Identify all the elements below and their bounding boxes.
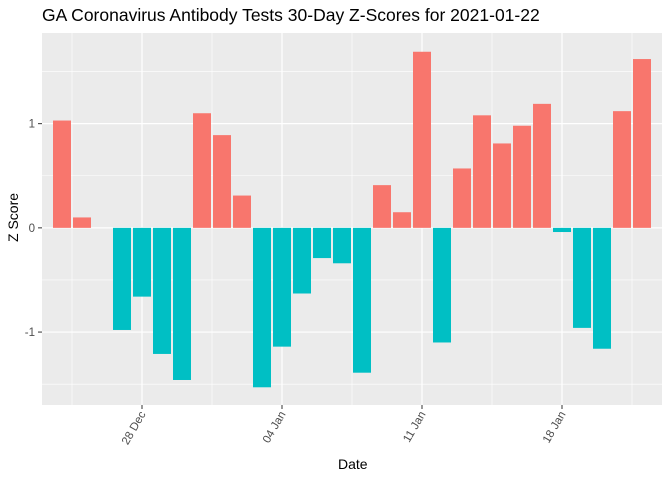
bar	[393, 212, 411, 228]
bar	[73, 217, 91, 228]
chart-title: GA Coronavirus Antibody Tests 30-Day Z-S…	[42, 5, 540, 25]
bar	[573, 227, 591, 328]
bar	[53, 120, 71, 228]
x-tick-label: 28 Dec	[120, 409, 149, 447]
bar	[553, 227, 571, 233]
x-axis-title: Date	[338, 456, 368, 472]
x-tick-label: 04 Jan	[261, 410, 289, 446]
y-tick-label: 1	[29, 119, 35, 131]
bar	[473, 115, 491, 228]
y-tick-label: 0	[29, 223, 35, 235]
bar	[193, 113, 211, 228]
x-tick-label: 11 Jan	[401, 410, 428, 445]
bar	[593, 227, 611, 349]
bar	[373, 185, 391, 228]
bars	[53, 51, 651, 388]
bar	[513, 125, 531, 228]
bar	[353, 227, 371, 373]
bar	[293, 227, 311, 294]
bar	[253, 227, 271, 388]
bar	[413, 51, 431, 228]
x-tick-label: 18 Jan	[541, 410, 569, 446]
y-axis-title: Z Score	[5, 192, 21, 242]
bar	[333, 227, 351, 264]
bar	[173, 227, 191, 380]
y-tick-label: -1	[25, 327, 35, 339]
bar	[533, 103, 551, 228]
bar	[453, 168, 471, 228]
bar	[633, 59, 651, 228]
bar	[213, 135, 231, 228]
bar	[493, 143, 511, 228]
bar	[153, 227, 171, 354]
bar	[133, 227, 151, 297]
bar	[233, 195, 251, 228]
bar	[273, 227, 291, 347]
bar	[613, 111, 631, 228]
bar	[113, 227, 131, 330]
bar	[433, 227, 451, 343]
bar	[313, 227, 331, 259]
